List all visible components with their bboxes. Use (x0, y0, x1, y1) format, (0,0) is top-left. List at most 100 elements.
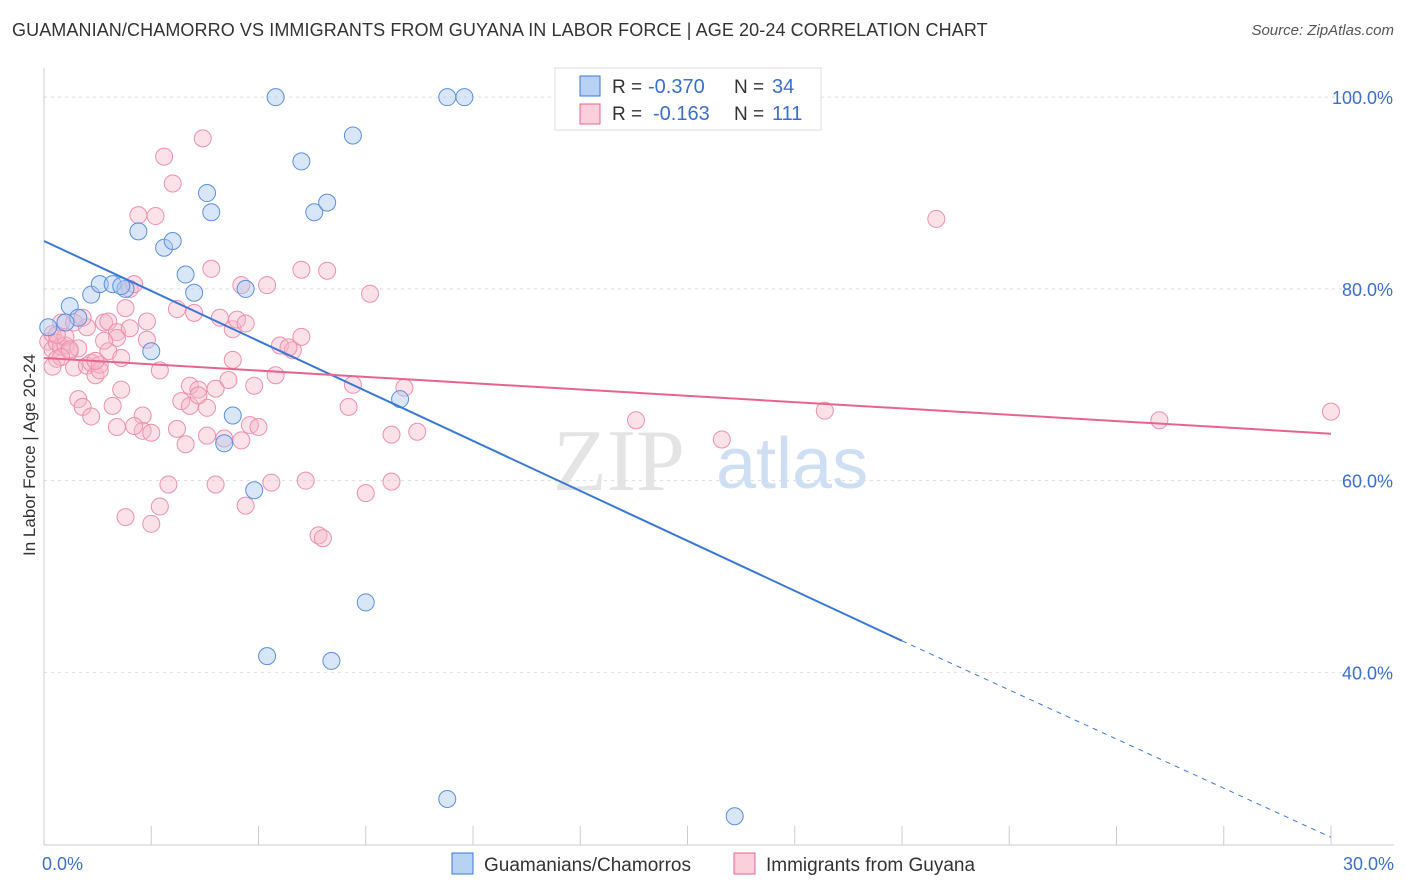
point-guyana-64 (219, 371, 238, 390)
source-note: Source: ZipAtlas.com (1251, 22, 1394, 39)
stats-swatch-pink (579, 103, 601, 125)
point-guamanians-32 (725, 807, 744, 826)
point-guyana-44 (150, 497, 169, 516)
point-guamanians-14 (198, 184, 217, 203)
stats-r-value-pink: -0.163 (653, 103, 710, 125)
point-guyana-28 (107, 417, 126, 436)
point-guamanians-26 (343, 126, 362, 145)
point-guyana-71 (236, 496, 255, 515)
point-guyana-31 (116, 508, 135, 527)
point-guyana-30 (112, 380, 131, 399)
point-guyana-84 (313, 529, 332, 548)
x-tick-labels: 0.0% 30.0% (42, 854, 1394, 874)
point-guyana-103 (73, 308, 92, 327)
point-guamanians-15 (202, 203, 221, 222)
point-guamanians-9 (142, 342, 161, 361)
point-guyana-109 (279, 338, 298, 357)
legend: Guamanians/Chamorros Immigrants from Guy… (451, 852, 975, 876)
point-guyana-93 (408, 422, 427, 441)
series-immigrants-from-guyana (39, 129, 1340, 548)
point-guyana-97 (927, 209, 946, 228)
point-guamanians-29 (438, 88, 457, 107)
point-guamanians-27 (356, 593, 375, 612)
point-guyana-50 (172, 392, 191, 411)
y-tick-labels: 100.0% 80.0% 60.0% 40.0% (1332, 88, 1393, 683)
stats-r-label-blue: R = (612, 77, 642, 98)
point-guyana-106 (189, 386, 208, 405)
point-guyana-81 (292, 327, 311, 346)
point-guyana-96 (815, 401, 834, 420)
point-guyana-94 (627, 411, 646, 430)
point-guyana-17 (82, 407, 101, 426)
point-guyana-80 (292, 260, 311, 279)
point-guamanians-25 (322, 651, 341, 670)
stats-n-value-blue: 34 (772, 76, 794, 98)
point-guyana-88 (356, 484, 375, 503)
point-guyana-39 (137, 312, 156, 331)
point-guamanians-4 (56, 313, 75, 332)
point-guamanians-8 (129, 222, 148, 241)
point-guamanians-13 (185, 283, 204, 302)
point-guyana-40 (137, 330, 156, 349)
point-guyana-91 (382, 472, 401, 491)
watermark-atlas: atlas (716, 424, 868, 504)
point-guyana-90 (382, 425, 401, 444)
point-guyana-86 (339, 397, 358, 416)
point-guyana-74 (249, 417, 268, 436)
point-guyana-25 (103, 396, 122, 415)
point-guyana-85 (318, 261, 337, 280)
point-guyana-32 (116, 299, 135, 318)
point-guamanians-16 (215, 434, 234, 453)
point-guyana-77 (266, 366, 285, 385)
point-guamanians-0 (39, 318, 58, 337)
point-guamanians-23 (305, 203, 324, 222)
y-tick-label-0: 100.0% (1332, 88, 1393, 108)
series-guamanians-chamorros (39, 88, 744, 826)
point-guyana-105 (95, 331, 114, 350)
stats-r-value-blue: -0.370 (648, 76, 705, 98)
stats-n-value-pink: 111 (772, 103, 802, 125)
point-guamanians-31 (455, 88, 474, 107)
point-guamanians-30 (438, 789, 457, 808)
point-guyana-47 (163, 174, 182, 193)
point-guamanians-11 (163, 231, 182, 250)
point-guyana-73 (245, 376, 264, 395)
point-guyana-70 (236, 314, 255, 333)
point-guyana-57 (198, 398, 217, 417)
stats-box: R = -0.370 N = 34 R = -0.163 N = 111 (554, 67, 822, 131)
point-guamanians-20 (258, 647, 277, 666)
stats-r-label-pink: R = (612, 104, 642, 125)
point-guyana-75 (258, 276, 277, 295)
point-guyana-76 (262, 473, 281, 492)
y-tick-label-2: 60.0% (1342, 472, 1393, 492)
point-guyana-66 (223, 350, 242, 369)
watermark: ZIP atlas (553, 413, 868, 510)
point-guyana-43 (146, 207, 165, 226)
point-guyana-59 (202, 259, 221, 278)
point-guamanians-5 (90, 275, 109, 294)
point-guyana-36 (129, 206, 148, 225)
point-guyana-29 (112, 348, 131, 367)
stats-n-label-pink: N = (734, 104, 764, 125)
point-guyana-46 (159, 475, 178, 494)
point-guyana-108 (125, 417, 144, 436)
point-guyana-45 (155, 147, 174, 166)
point-guamanians-24 (318, 193, 337, 212)
trend-line-guyana (43, 356, 1332, 435)
point-guamanians-21 (266, 88, 285, 107)
point-guyana-69 (232, 431, 251, 450)
legend-label-guamanians: Guamanians/Chamorros (484, 855, 691, 876)
trend-lines (43, 240, 1332, 838)
point-guyana-82 (296, 471, 315, 490)
point-guyana-42 (142, 514, 161, 533)
chart-title: GUAMANIAN/CHAMORRO VS IMMIGRANTS FROM GU… (12, 20, 988, 40)
point-guyana-60 (206, 475, 225, 494)
point-guyana-34 (120, 319, 139, 338)
point-guyana-56 (193, 129, 212, 148)
trend-line-guamanians (43, 240, 903, 642)
x-tick-label-1: 30.0% (1343, 854, 1394, 874)
legend-label-guyana: Immigrants from Guyana (766, 855, 975, 876)
point-guyana-89 (361, 284, 380, 303)
trend-line-guamanians-extrapolated (901, 640, 1332, 838)
